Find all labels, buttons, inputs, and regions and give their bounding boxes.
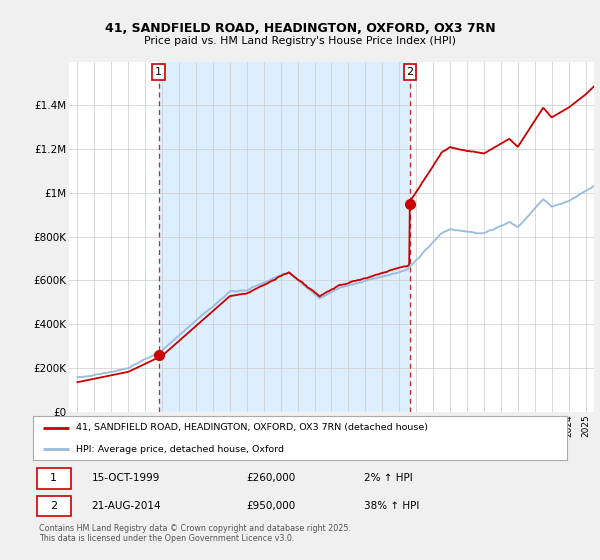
Text: Price paid vs. HM Land Registry's House Price Index (HPI): Price paid vs. HM Land Registry's House … <box>144 36 456 46</box>
FancyBboxPatch shape <box>37 468 71 489</box>
Text: 2: 2 <box>407 67 413 77</box>
Bar <box>158 62 410 412</box>
Text: £260,000: £260,000 <box>247 474 296 483</box>
Text: 1: 1 <box>50 474 58 483</box>
Text: 41, SANDFIELD ROAD, HEADINGTON, OXFORD, OX3 7RN (detached house): 41, SANDFIELD ROAD, HEADINGTON, OXFORD, … <box>76 423 428 432</box>
Text: 2% ↑ HPI: 2% ↑ HPI <box>364 474 413 483</box>
Text: 15-OCT-1999: 15-OCT-1999 <box>92 474 160 483</box>
FancyBboxPatch shape <box>37 496 71 516</box>
Text: Contains HM Land Registry data © Crown copyright and database right 2025.
This d: Contains HM Land Registry data © Crown c… <box>39 524 351 543</box>
Text: HPI: Average price, detached house, Oxford: HPI: Average price, detached house, Oxfo… <box>76 445 284 454</box>
Text: £950,000: £950,000 <box>247 501 296 511</box>
Text: 1: 1 <box>155 67 162 77</box>
Text: 21-AUG-2014: 21-AUG-2014 <box>92 501 161 511</box>
Text: 38% ↑ HPI: 38% ↑ HPI <box>364 501 419 511</box>
Text: 2: 2 <box>50 501 58 511</box>
Text: 41, SANDFIELD ROAD, HEADINGTON, OXFORD, OX3 7RN: 41, SANDFIELD ROAD, HEADINGTON, OXFORD, … <box>104 22 496 35</box>
